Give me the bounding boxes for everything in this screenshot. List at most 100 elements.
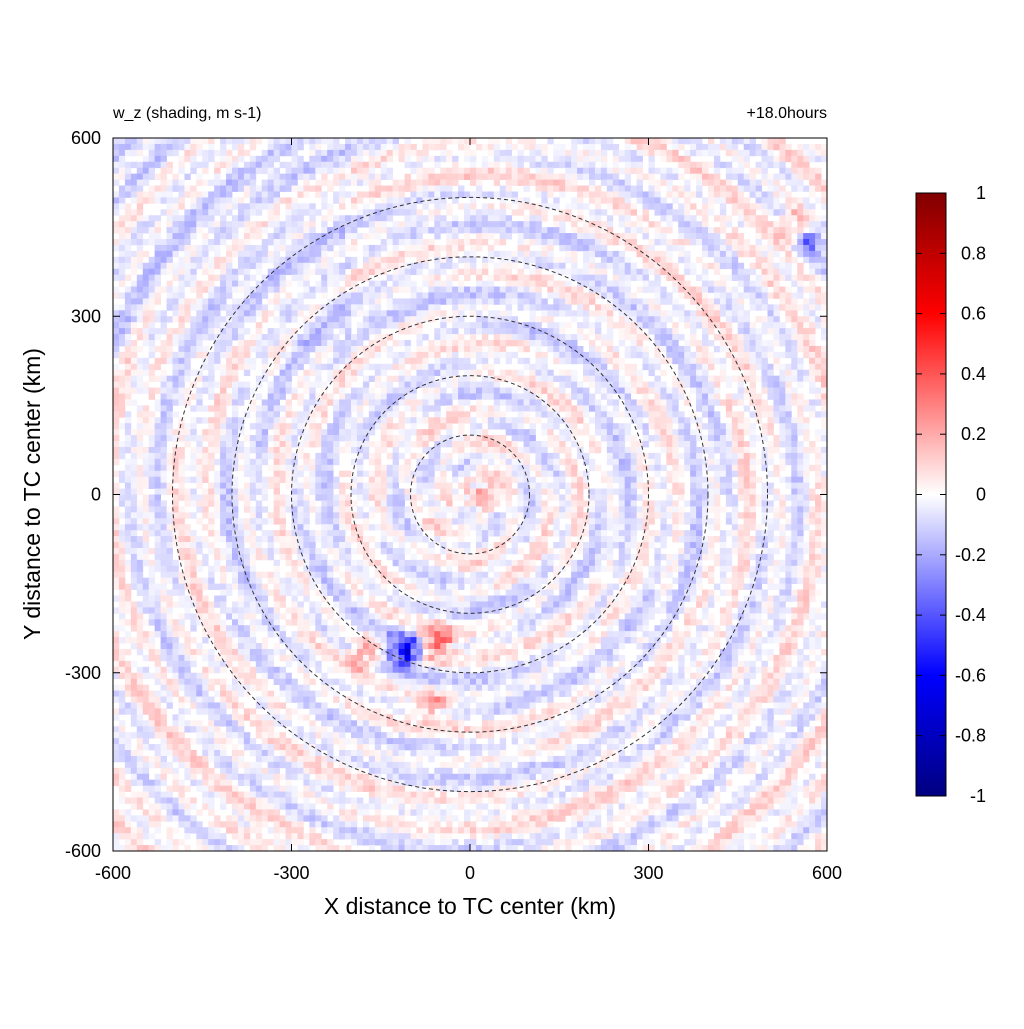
heatmap-cell <box>113 239 120 246</box>
heatmap-cell <box>166 334 173 341</box>
heatmap-cell <box>719 227 727 234</box>
heatmap-cell <box>606 197 614 204</box>
heatmap-cell <box>719 328 727 335</box>
heatmap-cell <box>719 191 727 198</box>
heatmap-cell <box>464 173 471 180</box>
heatmap-cell <box>356 167 364 175</box>
heatmap-cell <box>624 351 632 359</box>
heatmap-cell <box>713 375 721 383</box>
heatmap-cell <box>249 155 257 163</box>
heatmap-cell <box>267 369 275 377</box>
heatmap-cell <box>702 149 709 157</box>
heatmap-cell <box>220 405 227 412</box>
heatmap-cell <box>232 274 239 281</box>
heatmap-cell <box>648 161 655 169</box>
heatmap-cell <box>690 322 697 329</box>
heatmap-cell <box>142 138 150 145</box>
heatmap-cell <box>196 262 203 270</box>
heatmap-cell <box>773 233 780 240</box>
heatmap-cell <box>636 334 643 341</box>
heatmap-cell <box>208 244 215 252</box>
heatmap-cell <box>630 138 637 145</box>
heatmap-cell <box>642 227 649 234</box>
heatmap-cell <box>136 417 144 424</box>
heatmap-cell <box>285 292 292 299</box>
heatmap-cell <box>291 239 298 246</box>
heatmap-cell <box>612 268 620 276</box>
heatmap-cell <box>749 244 756 252</box>
heatmap-cell <box>285 387 292 394</box>
heatmap-cell <box>624 173 632 180</box>
heatmap-cell <box>321 441 328 448</box>
heatmap-cell <box>696 310 703 317</box>
heatmap-cell <box>684 441 691 448</box>
heatmap-cell <box>458 322 465 329</box>
heatmap-cell <box>755 328 762 335</box>
heatmap-cell <box>410 357 417 365</box>
heatmap-cell <box>422 155 429 163</box>
heatmap-cell <box>398 399 405 406</box>
heatmap-cell <box>571 173 578 180</box>
heatmap-cell <box>648 399 655 406</box>
heatmap-cell <box>553 185 560 192</box>
heatmap-cell <box>749 340 756 347</box>
heatmap-cell <box>654 423 661 430</box>
heatmap-cell <box>481 173 489 180</box>
heatmap-cell <box>464 286 471 293</box>
heatmap-cell <box>618 191 626 198</box>
heatmap-cell <box>731 185 739 192</box>
heatmap-cell <box>261 280 269 287</box>
heatmap-cell <box>749 149 756 157</box>
heatmap-cell <box>583 375 590 383</box>
heatmap-cell <box>398 363 405 371</box>
heatmap-cell <box>803 334 810 341</box>
heatmap-cell <box>666 435 673 442</box>
heatmap-cell <box>374 244 382 252</box>
heatmap-cell <box>737 179 745 186</box>
heatmap-cell <box>154 292 161 299</box>
heatmap-cell <box>696 209 703 216</box>
heatmap-cell <box>279 441 286 448</box>
heatmap-cell <box>386 399 394 406</box>
heatmap-cell <box>743 179 751 186</box>
heatmap-cell <box>737 203 745 210</box>
heatmap-cell <box>267 340 275 347</box>
heatmap-cell <box>416 191 423 198</box>
heatmap-cell <box>624 399 632 406</box>
heatmap-cell <box>672 185 679 192</box>
heatmap-cell <box>214 322 221 329</box>
heatmap-cell <box>612 203 620 210</box>
heatmap-cell <box>660 292 667 299</box>
heatmap-cell <box>113 191 120 198</box>
heatmap-cell <box>648 143 655 151</box>
heatmap-cell <box>761 227 768 234</box>
heatmap-cell <box>785 423 792 430</box>
heatmap-cell <box>422 173 429 180</box>
heatmap-cell <box>452 351 459 359</box>
heatmap-cell <box>398 203 405 210</box>
heatmap-cell <box>642 233 649 240</box>
heatmap-cell <box>178 423 185 430</box>
heatmap-cell <box>446 435 453 442</box>
heatmap-cell <box>368 167 376 175</box>
heatmap-cell <box>803 197 810 204</box>
heatmap-cell <box>148 292 156 299</box>
heatmap-cell <box>767 221 774 228</box>
heatmap-cell <box>517 429 524 436</box>
heatmap-cell <box>815 298 822 305</box>
heatmap-cell <box>821 191 827 198</box>
heatmap-cell <box>553 286 560 293</box>
heatmap-cell <box>785 298 792 305</box>
heatmap-cell <box>237 357 245 365</box>
heatmap-cell <box>190 209 197 216</box>
heatmap-cell <box>535 161 542 169</box>
heatmap-cell <box>803 375 810 383</box>
heatmap-cell <box>124 185 132 192</box>
heatmap-cell <box>279 351 286 359</box>
heatmap-cell <box>809 215 816 222</box>
heatmap-cell <box>684 340 691 347</box>
heatmap-cell <box>696 221 703 228</box>
heatmap-cell <box>386 417 394 424</box>
heatmap-cell <box>749 173 756 180</box>
heatmap-cell <box>118 161 126 169</box>
